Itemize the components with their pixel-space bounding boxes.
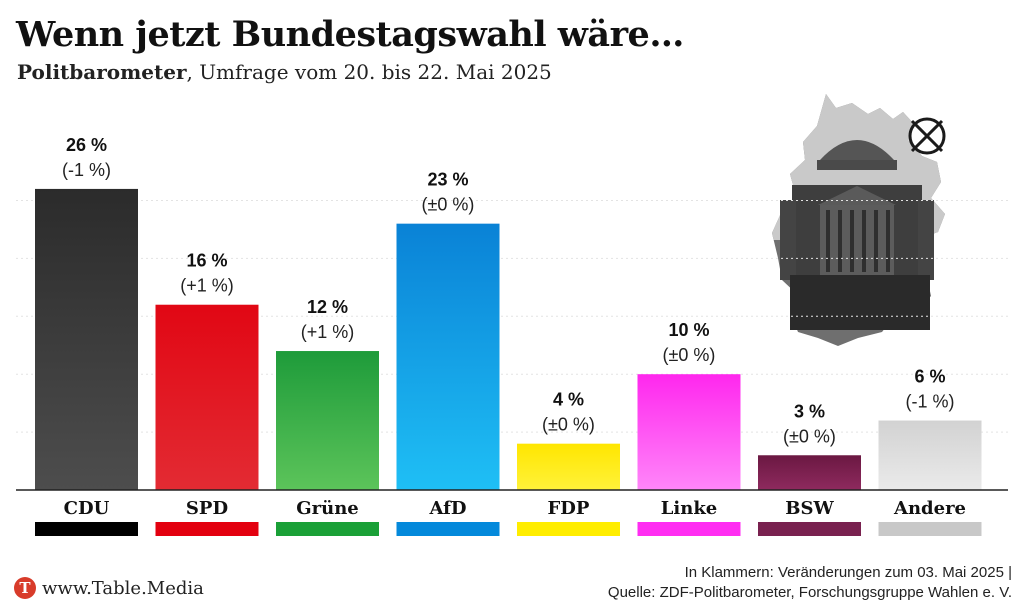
party-color-swatch — [35, 522, 138, 536]
bar-cdu — [35, 188, 138, 491]
party-color-swatch — [396, 522, 500, 536]
category-label: CDU — [64, 498, 110, 519]
footer-source-line: Quelle: ZDF-Politbarometer, Forschungsgr… — [607, 584, 1012, 601]
bar-bsw — [758, 455, 861, 490]
chart-title: Wenn jetzt Bundestagswahl wäre… — [16, 14, 684, 55]
footer-note: In Klammern: Veränderungen zum 03. Mai 2… — [608, 563, 1012, 603]
change-label: (+1 %) — [180, 276, 234, 296]
party-color-swatch — [517, 522, 620, 536]
party-color-swatch — [637, 522, 741, 536]
change-label: (+1 %) — [301, 322, 355, 342]
bar-grüne — [276, 351, 379, 490]
ballot-cross-icon — [908, 117, 946, 155]
change-label: (-1 %) — [906, 392, 955, 412]
chart-subtitle: Politbarometer, Umfrage vom 20. bis 22. … — [17, 60, 552, 84]
value-label: 16 % — [186, 251, 227, 271]
category-label: FDP — [548, 498, 590, 519]
category-label: Grüne — [296, 498, 358, 519]
brand-url[interactable]: www.Table.Media — [42, 577, 204, 599]
germany-map-reichstag-icon — [772, 94, 946, 346]
subtitle-date: , Umfrage vom 20. bis 22. Mai 2025 — [186, 60, 552, 84]
party-color-swatch — [878, 522, 982, 536]
value-label: 10 % — [668, 320, 709, 340]
table-media-logo-icon: T — [14, 577, 36, 599]
value-label: 26 % — [66, 135, 107, 155]
category-label: AfD — [428, 498, 466, 519]
category-label: BSW — [785, 498, 834, 519]
value-label: 4 % — [553, 390, 584, 410]
bar-andere — [878, 420, 982, 490]
change-label: (±0 %) — [783, 426, 836, 446]
footer-note-line-1: In Klammern: Veränderungen zum 03. Mai 2… — [684, 564, 1012, 581]
value-label: 6 % — [914, 367, 945, 387]
bar-afd — [396, 223, 500, 490]
category-label: SPD — [186, 498, 228, 519]
party-color-swatch — [758, 522, 861, 536]
category-label: Andere — [893, 498, 966, 519]
bar-linke — [637, 374, 741, 490]
party-color-swatch — [276, 522, 379, 536]
bar-spd — [155, 304, 259, 490]
change-label: (±0 %) — [422, 195, 475, 215]
category-label: Linke — [661, 498, 718, 519]
change-label: (±0 %) — [542, 415, 595, 435]
value-label: 23 % — [427, 170, 468, 190]
value-label: 3 % — [794, 401, 825, 421]
brand[interactable]: T www.Table.Media — [14, 577, 204, 599]
value-label: 12 % — [307, 297, 348, 317]
party-color-swatch — [155, 522, 259, 536]
change-label: (-1 %) — [62, 160, 111, 180]
subtitle-source: Politbarometer — [17, 60, 187, 84]
bar-fdp — [517, 443, 620, 490]
change-label: (±0 %) — [663, 345, 716, 365]
